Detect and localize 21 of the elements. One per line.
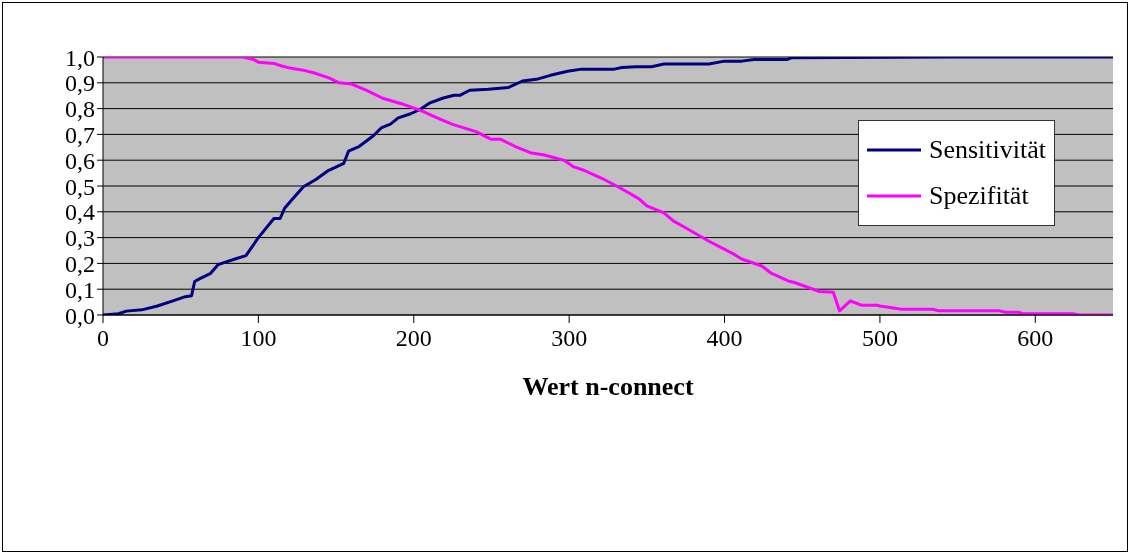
x-tick-label: 200 xyxy=(395,325,432,352)
y-tick-label: 0,5 xyxy=(65,173,95,200)
y-tick-label: 0,9 xyxy=(65,70,95,97)
x-tick-label: 100 xyxy=(240,325,277,352)
legend-label: Spezifität xyxy=(929,181,1029,211)
x-tick-label: 0 xyxy=(97,325,109,352)
y-tick-label: 0,2 xyxy=(65,250,95,277)
x-tick-label: 400 xyxy=(706,325,743,352)
y-tick-label: 0,6 xyxy=(65,147,95,174)
y-tick-label: 1,0 xyxy=(65,44,95,71)
x-tick-label: 600 xyxy=(1017,325,1054,352)
x-tick-label: 300 xyxy=(551,325,588,352)
legend-label: Sensitivität xyxy=(929,135,1046,165)
y-tick-label: 0,3 xyxy=(65,225,95,252)
x-axis-title: Wert n-connect xyxy=(522,372,694,401)
y-tick-label: 0,0 xyxy=(65,302,95,329)
y-tick-label: 0,8 xyxy=(65,96,95,123)
y-tick-label: 0,7 xyxy=(65,121,95,148)
x-tick-label: 500 xyxy=(861,325,898,352)
y-tick-label: 0,4 xyxy=(65,199,95,226)
y-tick-label: 0,1 xyxy=(65,276,95,303)
